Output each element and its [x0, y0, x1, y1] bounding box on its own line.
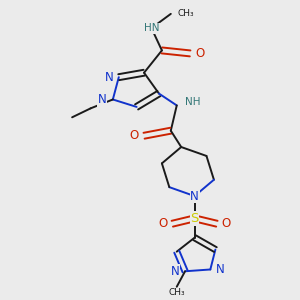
Text: N: N: [171, 265, 180, 278]
Text: S: S: [190, 212, 199, 225]
Text: N: N: [216, 263, 224, 276]
Text: O: O: [195, 47, 204, 60]
Text: O: O: [222, 217, 231, 230]
Text: HN: HN: [144, 23, 159, 33]
Text: N: N: [98, 93, 106, 106]
Text: CH₃: CH₃: [177, 9, 194, 18]
Text: CH₃: CH₃: [168, 288, 185, 297]
Text: O: O: [158, 217, 167, 230]
Text: O: O: [130, 129, 139, 142]
Text: N: N: [190, 190, 199, 202]
Text: NH: NH: [185, 98, 201, 107]
Text: N: N: [105, 71, 113, 84]
